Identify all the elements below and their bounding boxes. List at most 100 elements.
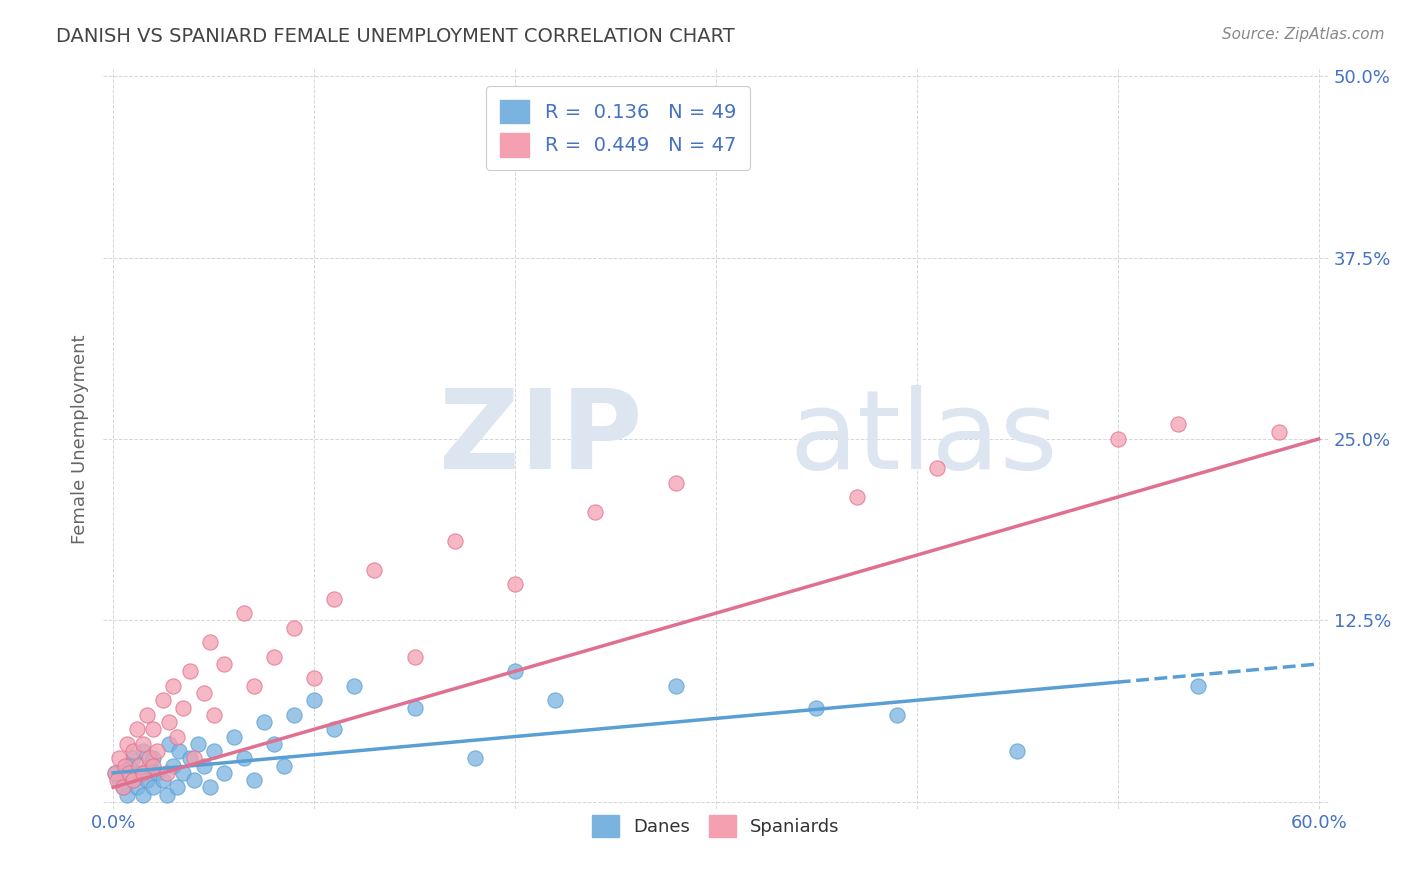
Point	[665, 475, 688, 490]
Point	[114, 758, 136, 772]
Point	[152, 693, 174, 707]
Point	[464, 751, 486, 765]
Point	[115, 788, 138, 802]
Point	[583, 504, 606, 518]
Point	[363, 563, 385, 577]
Point	[132, 744, 155, 758]
Point	[183, 751, 205, 765]
Point	[212, 765, 235, 780]
Point	[302, 672, 325, 686]
Point	[1187, 679, 1209, 693]
Point	[132, 788, 155, 802]
Point	[323, 723, 346, 737]
Point	[845, 490, 868, 504]
Point	[146, 765, 169, 780]
Point	[173, 700, 195, 714]
Point	[118, 758, 141, 772]
Point	[503, 577, 526, 591]
Point	[886, 707, 908, 722]
Point	[544, 693, 567, 707]
Point	[404, 700, 426, 714]
Point	[122, 744, 145, 758]
Point	[1007, 744, 1029, 758]
Point	[1167, 417, 1189, 432]
Point	[112, 780, 135, 795]
Point	[212, 657, 235, 671]
Point	[253, 714, 276, 729]
Point	[232, 751, 254, 765]
Point	[1107, 432, 1129, 446]
Point	[166, 780, 188, 795]
Text: ZIP: ZIP	[439, 385, 643, 492]
Point	[128, 758, 150, 772]
Point	[142, 758, 165, 772]
Point	[198, 635, 221, 649]
Point	[263, 649, 285, 664]
Point	[142, 751, 165, 765]
Point	[122, 773, 145, 788]
Point	[173, 765, 195, 780]
Point	[193, 686, 215, 700]
Point	[443, 533, 465, 548]
Point	[122, 751, 145, 765]
Point	[179, 664, 201, 678]
Point	[152, 773, 174, 788]
Text: atlas: atlas	[790, 385, 1057, 492]
Point	[503, 664, 526, 678]
Point	[138, 751, 160, 765]
Point	[104, 765, 127, 780]
Point	[232, 606, 254, 620]
Point	[166, 730, 188, 744]
Point	[404, 649, 426, 664]
Point	[263, 737, 285, 751]
Point	[193, 758, 215, 772]
Point	[283, 707, 305, 722]
Point	[112, 780, 135, 795]
Point	[665, 679, 688, 693]
Point	[323, 591, 346, 606]
Point	[159, 737, 181, 751]
Point	[925, 461, 948, 475]
Point	[156, 765, 179, 780]
Point	[115, 737, 138, 751]
Point	[187, 737, 209, 751]
Point	[108, 773, 131, 788]
Point	[243, 679, 266, 693]
Point	[122, 773, 145, 788]
Point	[127, 780, 149, 795]
Point	[128, 765, 150, 780]
Point	[138, 758, 160, 772]
Point	[202, 744, 225, 758]
Point	[132, 737, 155, 751]
Point	[142, 780, 165, 795]
Point	[1267, 425, 1289, 439]
Point	[162, 679, 184, 693]
Point	[136, 707, 159, 722]
Y-axis label: Female Unemployment: Female Unemployment	[72, 334, 89, 544]
Text: DANISH VS SPANIARD FEMALE UNEMPLOYMENT CORRELATION CHART: DANISH VS SPANIARD FEMALE UNEMPLOYMENT C…	[56, 27, 735, 45]
Text: Source: ZipAtlas.com: Source: ZipAtlas.com	[1222, 27, 1385, 42]
Point	[118, 765, 141, 780]
Point	[162, 758, 184, 772]
Point	[283, 621, 305, 635]
Point	[202, 707, 225, 722]
Point	[273, 758, 295, 772]
Point	[105, 773, 128, 788]
Point	[806, 700, 828, 714]
Point	[343, 679, 366, 693]
Legend: Danes, Spaniards: Danes, Spaniards	[585, 808, 846, 845]
Point	[222, 730, 245, 744]
Point	[127, 723, 149, 737]
Point	[169, 744, 191, 758]
Point	[136, 773, 159, 788]
Point	[302, 693, 325, 707]
Point	[132, 765, 155, 780]
Point	[108, 751, 131, 765]
Point	[243, 773, 266, 788]
Point	[179, 751, 201, 765]
Point	[104, 765, 127, 780]
Point	[142, 723, 165, 737]
Point	[146, 744, 169, 758]
Point	[183, 773, 205, 788]
Point	[156, 788, 179, 802]
